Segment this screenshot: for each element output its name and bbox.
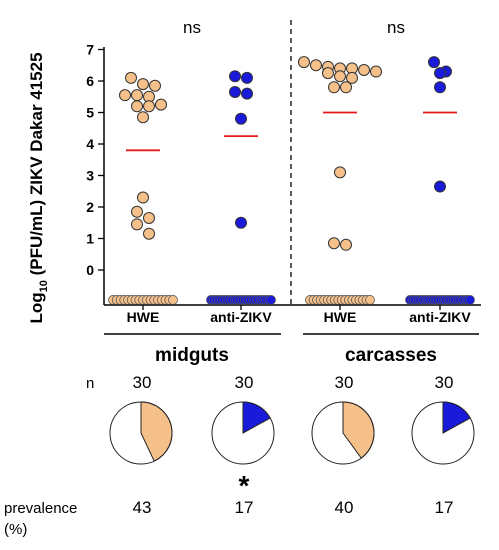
data-point (143, 227, 155, 240)
data-point (340, 81, 352, 94)
prevalence-value-0: 43 (133, 498, 152, 517)
data-point (155, 98, 167, 111)
data-point (131, 218, 143, 231)
pie-slice-positive-1 (242, 401, 271, 434)
x-tick-label-antizikv-carcasses: anti-ZIKV (409, 309, 471, 325)
y-tick-label-7: 7 (86, 42, 94, 58)
data-point (241, 87, 253, 100)
data-point (434, 67, 446, 80)
data-point (340, 238, 352, 251)
group-label-carcasses: carcasses (345, 345, 437, 366)
pie-n-value-0: 30 (133, 373, 152, 392)
y-axis-label-subscript: 10 (38, 280, 50, 292)
data-point (149, 79, 161, 92)
x-tick-label-hwe-carcasses: HWE (324, 309, 357, 325)
data-point (131, 100, 143, 113)
data-point (229, 70, 241, 83)
data-point (131, 89, 143, 102)
data-point (125, 71, 137, 84)
y-tick-label-3: 3 (86, 168, 94, 184)
prevalence-value-1: 17 (235, 498, 254, 517)
y-tick-label-2: 2 (86, 199, 94, 215)
data-point (322, 67, 334, 80)
data-point (229, 86, 241, 99)
data-point (358, 63, 370, 76)
zero-data-point (465, 295, 475, 305)
data-point (428, 56, 440, 69)
plot-axes (103, 20, 481, 310)
data-point (137, 111, 149, 124)
y-axis-label: Log10 (PFU/mL) ZIKV Dakar 41525 (27, 52, 50, 323)
y-tick-label-0: 0 (86, 262, 94, 278)
data-point (131, 205, 143, 218)
prevalence-label: prevalence (4, 500, 77, 517)
data-point (119, 89, 131, 102)
y-axis-label-main: Log (27, 292, 46, 323)
prevalence-value-2: 40 (335, 498, 354, 517)
zero-data-point (365, 295, 375, 305)
data-point (137, 78, 149, 91)
data-point (328, 81, 340, 94)
y-axis-label-rest: (PFU/mL) ZIKV Dakar 41525 (27, 52, 46, 280)
pie-n-value-3: 30 (435, 373, 454, 392)
prevalence-value-3: 17 (435, 498, 454, 517)
n-label: n (86, 375, 94, 392)
pie-slice-positive-3 (442, 401, 471, 434)
x-category-labels: HWE anti-ZIKV HWE anti-ZIKV (127, 309, 472, 325)
data-point (310, 59, 322, 72)
significance-label-carcasses: ns (387, 18, 405, 37)
zero-data-point (168, 295, 178, 305)
prevalence-unit-label: (%) (4, 521, 27, 538)
y-tick-label-6: 6 (86, 73, 94, 89)
data-point (137, 191, 149, 204)
data-point (298, 56, 310, 69)
pie-n-value-2: 30 (335, 373, 354, 392)
data-point (143, 212, 155, 225)
x-tick-label-antizikv-midguts: anti-ZIKV (210, 309, 272, 325)
y-ticks: 0 1 2 3 4 5 6 7 (86, 42, 104, 278)
data-point (235, 216, 247, 229)
significance-star-1: * (239, 470, 250, 501)
data-point (235, 112, 247, 125)
group-label-midguts: midguts (155, 345, 229, 366)
data-point (370, 65, 382, 78)
pie-slice-positive-0 (140, 401, 173, 462)
data-point (434, 81, 446, 94)
data-point (143, 100, 155, 113)
pie-n-value-1: 30 (235, 373, 254, 392)
pie-slice-positive-2 (342, 401, 375, 459)
data-point (328, 237, 340, 250)
data-point (241, 71, 253, 84)
data-point (334, 70, 346, 83)
zero-data-point (266, 295, 276, 305)
mean-lines (126, 111, 457, 152)
data-point (346, 71, 358, 84)
y-tick-label-4: 4 (86, 136, 94, 152)
data-points (108, 56, 475, 305)
data-point (434, 180, 446, 193)
significance-label-midguts: ns (183, 18, 201, 37)
x-tick-label-hwe-midguts: HWE (127, 309, 160, 325)
y-tick-label-5: 5 (86, 105, 94, 121)
data-point (334, 166, 346, 179)
y-tick-label-1: 1 (86, 231, 94, 247)
